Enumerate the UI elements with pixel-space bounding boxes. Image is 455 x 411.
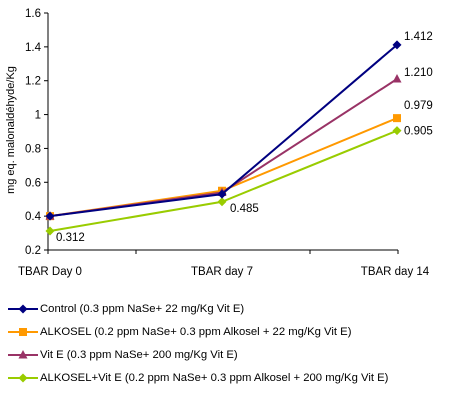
x-tick-label: TBAR day 7 <box>191 266 253 278</box>
axes: 0.2 0.4 0.6 0.8 1 1.2 1.4 1.6 TBAR Day 0 TBAR day… <box>18 8 430 278</box>
legend-marker <box>18 373 28 383</box>
y-tick-label: 1 <box>35 110 41 122</box>
data-label: 0.905 <box>404 126 433 138</box>
y-tick-label: 0.6 <box>25 177 41 189</box>
data-labels-layer: 1.412 1.210 0.979 0.905 0.485 0.312 <box>56 31 433 244</box>
data-point <box>45 211 55 221</box>
series-layer <box>45 40 402 236</box>
legend-marker <box>18 304 28 314</box>
data-point <box>217 197 227 207</box>
series-line <box>49 129 398 233</box>
legend-item: ALKOSEL (0.2 ppm NaSe+ 0.3 ppm Alkosel +… <box>0 325 455 341</box>
x-tick-label: TBAR Day 0 <box>18 266 82 278</box>
data-label: 0.979 <box>404 100 433 112</box>
y-tick-label: 0.8 <box>25 143 41 155</box>
legend-swatch <box>8 350 38 359</box>
y-tick-label: 1.6 <box>25 8 41 20</box>
data-label: 0.312 <box>56 232 85 244</box>
data-point <box>217 189 227 199</box>
legend-item: Control (0.3 ppm NaSe+ 22 mg/Kg Vit E) <box>0 302 455 318</box>
data-point <box>392 40 402 50</box>
y-tick-label: 0.2 <box>25 245 41 257</box>
series-0 <box>45 40 402 221</box>
legend-marker <box>18 350 28 359</box>
series-2 <box>45 74 402 220</box>
legend-label: Vit E (0.3 ppm NaSe+ 200 mg/Kg Vit E) <box>40 349 238 361</box>
data-label: 0.485 <box>230 203 259 215</box>
legend-item: Vit E (0.3 ppm NaSe+ 200 mg/Kg Vit E) <box>0 348 455 364</box>
y-axis-title-group: mg eq. malonaldéhyde/Kg <box>5 66 17 194</box>
y-tick-label: 1.4 <box>25 42 42 54</box>
legend-swatch <box>8 373 38 383</box>
data-point <box>392 126 402 136</box>
data-point <box>393 114 401 123</box>
data-point <box>392 74 402 83</box>
legend-item: ALKOSEL+Vit E (0.2 ppm NaSe+ 0.3 ppm Alk… <box>0 371 455 387</box>
legend-label: ALKOSEL (0.2 ppm NaSe+ 0.3 ppm Alkosel +… <box>40 326 352 338</box>
legend-label: Control (0.3 ppm NaSe+ 22 mg/Kg Vit E) <box>40 303 245 315</box>
y-tick-label: 0.4 <box>25 211 42 223</box>
y-axis-title: mg eq. malonaldéhyde/Kg <box>5 66 17 194</box>
x-tick-label: TBAR day 14 <box>361 266 430 278</box>
data-label: 1.412 <box>404 31 433 43</box>
series-3 <box>45 126 402 236</box>
data-point <box>45 226 55 236</box>
legend-label: ALKOSEL+Vit E (0.2 ppm NaSe+ 0.3 ppm Alk… <box>40 372 389 384</box>
legend-swatch <box>8 328 38 336</box>
data-label: 1.210 <box>404 67 433 79</box>
legend-swatch <box>8 304 38 314</box>
y-tick-label: 1.2 <box>25 76 41 88</box>
legend-marker <box>19 328 27 336</box>
line-chart: mg eq. malonaldéhyde/Kg 0.2 0.4 0.6 0.8 1 1.2… <box>5 8 433 278</box>
